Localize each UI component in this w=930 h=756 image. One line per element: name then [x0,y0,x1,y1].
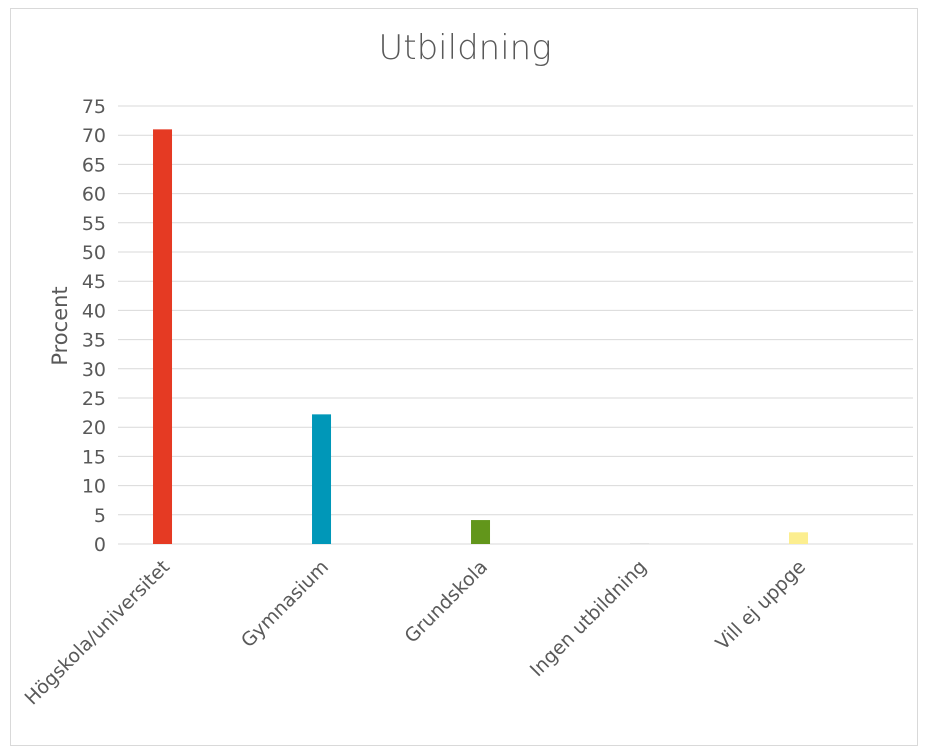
gridlines [118,105,913,545]
y-tick-label: 70 [82,125,106,147]
y-tick-label: 75 [82,96,106,118]
y-tick-label: 55 [82,213,106,235]
x-category-label: Gymnasium [237,556,333,652]
bar-2 [471,520,491,544]
y-axis-label: Procent [48,286,72,365]
y-tick-label: 40 [82,300,106,322]
bar-3 [630,543,650,544]
bar-4 [789,532,809,544]
bar-0 [153,129,173,545]
x-category-label: Grundskola [401,556,493,648]
x-category-label: Ingen utbildning [526,556,651,681]
y-tick-label: 65 [82,154,106,176]
bars [153,129,809,545]
bar-1 [312,414,332,544]
x-category-label: Högskola/universitet [21,556,174,709]
y-tick-label: 60 [82,184,106,206]
y-tick-label: 50 [82,242,106,264]
y-tick-label: 0 [94,534,106,556]
y-tick-label: 20 [82,417,106,439]
y-tick-label: 5 [94,505,106,527]
y-tick-label: 25 [82,388,106,410]
y-tick-label: 10 [82,476,106,498]
chart-title: Utbildning [378,28,552,68]
y-tick-label: 15 [82,446,106,468]
y-tick-labels: 0 5 10 15 20 25 30 35 40 45 50 55 60 65 70 75 [82,96,106,556]
y-tick-label: 30 [82,359,106,381]
x-category-label: Vill ej uppge [711,556,810,655]
y-tick-label: 35 [82,330,106,352]
y-tick-label: 45 [82,271,106,293]
x-category-labels: Högskola/universitet Gymnasium Grundskola I… [21,556,810,709]
